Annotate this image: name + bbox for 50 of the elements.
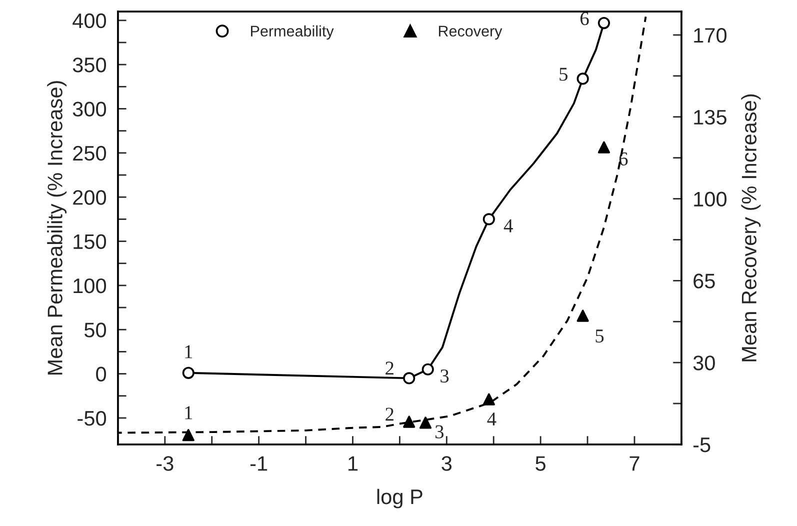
x-tick-label: 1 [348, 456, 358, 471]
point [598, 141, 610, 154]
y-axis-title: Mean Permeability (% Increase) [47, 81, 67, 375]
point [576, 72, 589, 85]
x-tick-label: -1 [250, 456, 268, 471]
annotation: 5 [560, 68, 568, 81]
y-tick-label: 350 [72, 58, 106, 72]
x-tick-label: -3 [156, 456, 174, 471]
y-tick-label: 150 [74, 234, 106, 250]
annotation: 2 [386, 362, 394, 375]
x-tick-label: 3 [442, 456, 452, 471]
x-tick-label: 7 [630, 456, 640, 471]
point [403, 372, 416, 384]
point [482, 393, 495, 406]
y-tick-label: 300 [72, 102, 106, 117]
y-tick-label: -50 [78, 410, 106, 426]
annotation: 4 [487, 412, 496, 426]
annotation: 5 [596, 330, 604, 343]
y2-tick-label: 170 [694, 28, 726, 43]
point [419, 416, 432, 429]
point [422, 363, 434, 376]
y-tick-label: 0 [96, 366, 106, 382]
annotation: 4 [504, 219, 513, 232]
y2-tick-label: 65 [694, 274, 715, 288]
y-tick-label: 250 [73, 146, 106, 161]
y2-tick-label: 135 [694, 110, 726, 125]
y-tick-label: 100 [74, 278, 106, 294]
annotation: 3 [435, 425, 444, 438]
point [182, 429, 194, 442]
point [182, 366, 194, 379]
y2-tick-label: -5 [693, 438, 710, 452]
legend-label: Recovery [438, 26, 502, 40]
y2-tick-label: 100 [694, 192, 726, 207]
y2-axis-title: Mean Recovery (% Increase) [741, 94, 761, 362]
point [576, 310, 589, 322]
x-tick-label: 5 [536, 456, 546, 471]
annotation: 1 [185, 345, 192, 358]
y-tick-label: 200 [73, 190, 106, 205]
point [598, 17, 610, 30]
y-tick-label: 400 [72, 13, 106, 28]
annotation: 3 [440, 370, 449, 383]
annotation: 2 [386, 408, 394, 421]
y-tick-label: 50 [84, 322, 106, 338]
y2-tick-label: 30 [693, 356, 715, 370]
point [403, 416, 416, 428]
legend-label: Permeability [251, 25, 334, 40]
annotation: 6 [580, 12, 589, 26]
x-axis-title: log P [377, 488, 422, 508]
point [482, 213, 495, 226]
annotation: 1 [185, 406, 192, 420]
